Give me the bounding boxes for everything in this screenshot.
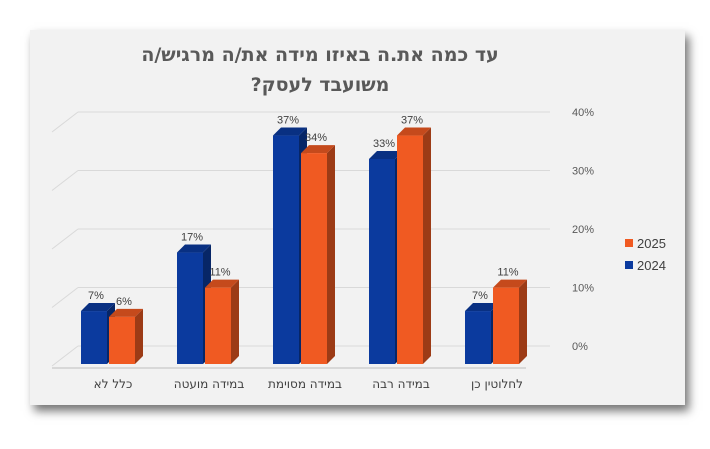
legend-label-2025: 2025 bbox=[637, 235, 666, 251]
bar-2025 bbox=[301, 153, 327, 364]
chart-title-line-1: עד כמה את.ה באיזו מידה את/ה מרגיש/ה bbox=[141, 44, 499, 66]
bar-side-2025 bbox=[327, 145, 335, 364]
legend-swatch-2024 bbox=[625, 261, 633, 269]
bar-2024 bbox=[81, 311, 107, 364]
bar-2025 bbox=[493, 287, 519, 364]
data-label-2024: 37% bbox=[277, 115, 299, 127]
legend-label-2024: 2024 bbox=[637, 257, 666, 273]
data-label-2025: 11% bbox=[209, 267, 230, 279]
y-tick-label: 20% bbox=[572, 224, 594, 236]
legend-item-2024: 2024 bbox=[625, 254, 666, 276]
gridline-diagonal bbox=[51, 287, 79, 308]
gridline-diagonal bbox=[51, 111, 79, 133]
bar-side-2025 bbox=[231, 279, 239, 364]
bar-top-2024 bbox=[369, 150, 403, 159]
bar-side-2025 bbox=[423, 127, 431, 364]
chart-legend: 2025 2024 bbox=[625, 232, 666, 276]
bar-top-2025 bbox=[397, 127, 431, 136]
bar-2024 bbox=[369, 158, 395, 364]
y-tick-label: 30% bbox=[572, 166, 594, 178]
x-category-label: במידה מועטה bbox=[174, 377, 245, 391]
gridline-diagonal bbox=[51, 345, 79, 367]
legend-swatch-2025 bbox=[625, 239, 633, 247]
chart-title-line-2: משועבד לעסק? bbox=[250, 74, 390, 96]
chart-title: עד כמה את.ה באיזו מידה את/ה מרגיש/ה משוע… bbox=[40, 40, 600, 100]
data-label-2025: 37% bbox=[401, 115, 423, 127]
data-label-2024: 33% bbox=[373, 138, 395, 150]
bar-2024 bbox=[273, 135, 299, 364]
gridline-diagonal bbox=[51, 228, 79, 250]
bar-top-2025 bbox=[301, 145, 335, 154]
data-label-2025: 6% bbox=[116, 296, 132, 308]
bar-top-2025 bbox=[205, 279, 239, 288]
bar-side-2025 bbox=[519, 279, 527, 364]
x-category-label: לחלוטין כן bbox=[471, 377, 523, 391]
bar-2024 bbox=[465, 311, 491, 364]
bar-2025 bbox=[109, 316, 135, 364]
x-category-label: במידה מסוימת bbox=[268, 377, 342, 391]
x-category-label: כלל לא bbox=[94, 377, 133, 391]
legend-item-2025: 2025 bbox=[625, 232, 666, 254]
bar-top-2025 bbox=[493, 279, 527, 288]
x-category-label: במידה רבה bbox=[372, 377, 430, 391]
bar-side-2025 bbox=[135, 308, 143, 364]
data-label-2025: 34% bbox=[305, 132, 327, 144]
bar-top-2024 bbox=[465, 303, 499, 312]
data-label-2024: 7% bbox=[472, 290, 488, 302]
bar-2025 bbox=[397, 135, 423, 364]
y-tick-label: 10% bbox=[572, 283, 594, 295]
bar-top-2025 bbox=[109, 308, 143, 317]
bar-2024 bbox=[177, 252, 203, 364]
data-label-2024: 17% bbox=[181, 232, 203, 244]
gridline-diagonal bbox=[51, 170, 79, 191]
bar-top-2024 bbox=[177, 244, 211, 253]
bar-top-2024 bbox=[81, 303, 115, 312]
data-label-2024: 7% bbox=[88, 290, 104, 302]
bar-2025 bbox=[205, 287, 231, 364]
data-label-2025: 11% bbox=[497, 267, 518, 279]
bar-top-2024 bbox=[273, 127, 307, 136]
y-tick-label: 40% bbox=[572, 107, 594, 119]
y-tick-label: 0% bbox=[572, 341, 588, 353]
